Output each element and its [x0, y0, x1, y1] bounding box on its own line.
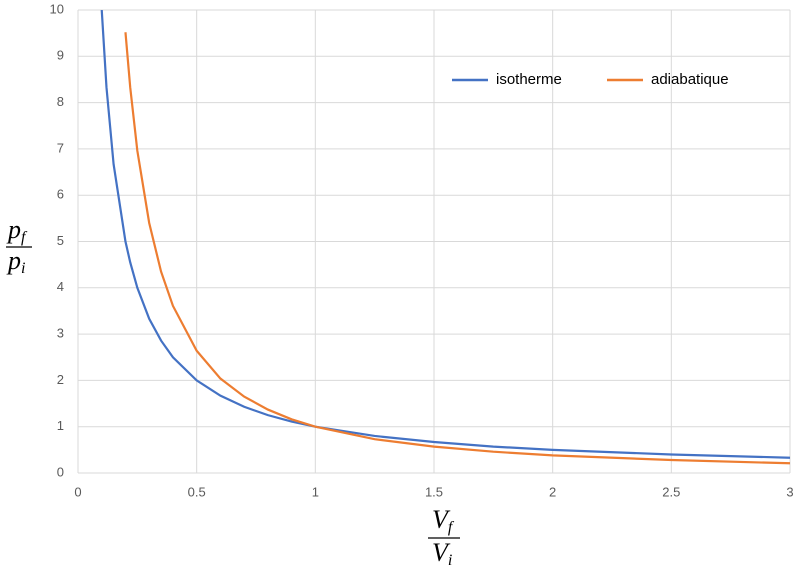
y-tick-label: 2 [57, 372, 64, 387]
x-label-bottom: Vi [432, 538, 452, 569]
y-tick-label: 10 [50, 1, 64, 16]
x-tick-label: 2 [549, 484, 556, 499]
y-tick-label: 8 [57, 94, 64, 109]
x-tick-label: 0 [74, 484, 81, 499]
y-label-bottom: pi [6, 246, 25, 277]
series-line [100, 10, 790, 459]
x-tick-label: 3 [786, 484, 793, 499]
x-tick-label: 0.5 [188, 484, 206, 499]
x-tick-label: 1 [312, 484, 319, 499]
y-label-top: pf [6, 215, 28, 246]
y-tick-label: 0 [57, 464, 64, 479]
y-tick-label: 3 [57, 326, 64, 341]
x-tick-label: 2.5 [662, 484, 680, 499]
y-tick-label: 6 [57, 187, 64, 202]
y-label-bottom-sub: i [21, 260, 25, 277]
x-tick-label: 1.5 [425, 484, 443, 499]
y-label-bottom-main: p [6, 246, 21, 275]
y-tick-label: 7 [57, 140, 64, 155]
y-tick-label: 1 [57, 418, 64, 433]
x-label-bottom-sub: i [448, 552, 452, 569]
grid [77, 9, 791, 474]
x-label-bottom-main: V [432, 538, 451, 567]
legend: isotherme adiabatique [452, 71, 729, 88]
plot-area [100, 10, 790, 465]
legend-label: isotherme [496, 71, 562, 88]
y-tick-label: 9 [57, 48, 64, 63]
tick-labels: 0 1 2 3 4 5 6 7 8 9 10 0 0.5 1 1.5 2 2.5 3 [50, 1, 794, 499]
x-label-top: Vf [432, 505, 455, 536]
y-tick-label: 5 [57, 233, 64, 248]
legend-label: adiabatique [651, 71, 729, 88]
y-label-top-sub: f [21, 229, 28, 246]
series-line [124, 32, 790, 465]
x-label-top-sub: f [448, 519, 455, 536]
y-tick-label: 4 [57, 279, 64, 294]
x-label-top-main: V [432, 505, 451, 534]
y-label-top-main: p [6, 215, 21, 244]
